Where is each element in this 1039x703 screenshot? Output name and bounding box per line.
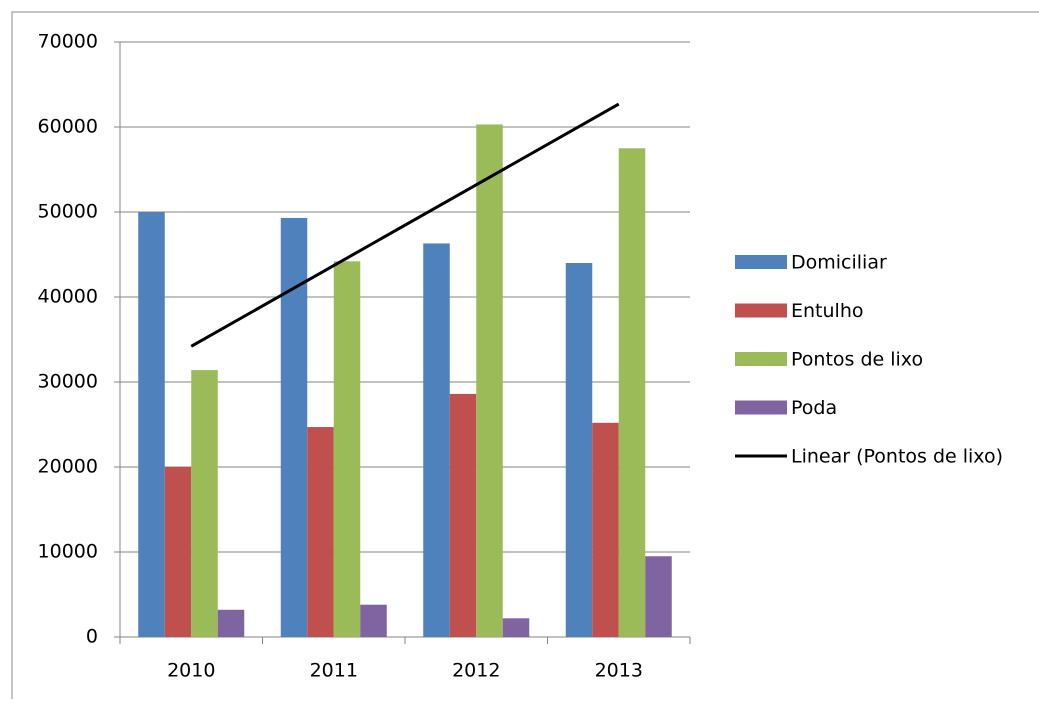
y-tick-label: 50000: [38, 201, 98, 223]
x-tick-label: 2010: [167, 660, 215, 682]
bar: [502, 618, 530, 637]
bar: [476, 124, 503, 637]
x-tick-label: 2013: [595, 660, 643, 682]
legend-swatch: [735, 255, 787, 269]
bar: [565, 263, 593, 637]
bar: [423, 243, 450, 637]
bar: [164, 467, 192, 637]
bar: [449, 393, 477, 637]
bar: [333, 261, 361, 637]
legend-label: Domiciliar: [791, 252, 887, 274]
x-tick-label: 2011: [310, 660, 358, 682]
legend-label: Entulho: [791, 300, 863, 322]
bar: [645, 556, 672, 637]
y-tick-label: 40000: [38, 286, 98, 308]
bar: [217, 609, 245, 637]
legend-swatch: [735, 303, 787, 318]
y-tick-label: 60000: [38, 116, 98, 138]
legend-label: Poda: [791, 397, 837, 419]
bar: [280, 217, 308, 637]
bar: [618, 148, 646, 637]
y-tick-label: 10000: [38, 541, 98, 563]
legend-swatch: [735, 400, 787, 415]
bar: [191, 370, 218, 637]
legend-swatch: [735, 352, 787, 366]
y-tick-label: 70000: [38, 31, 98, 53]
bar: [592, 422, 619, 637]
x-tick-label: 2012: [452, 660, 500, 682]
y-tick-label: 20000: [38, 456, 98, 478]
legend-label: Pontos de lixo: [791, 349, 923, 371]
bar: [307, 427, 334, 637]
bar: [360, 604, 387, 637]
bar: [138, 212, 165, 637]
trend-line: [190, 102, 620, 348]
y-tick-label: 0: [86, 626, 98, 648]
y-tick-label: 30000: [38, 371, 98, 393]
legend-label: Linear (Pontos de lixo): [791, 446, 1003, 468]
